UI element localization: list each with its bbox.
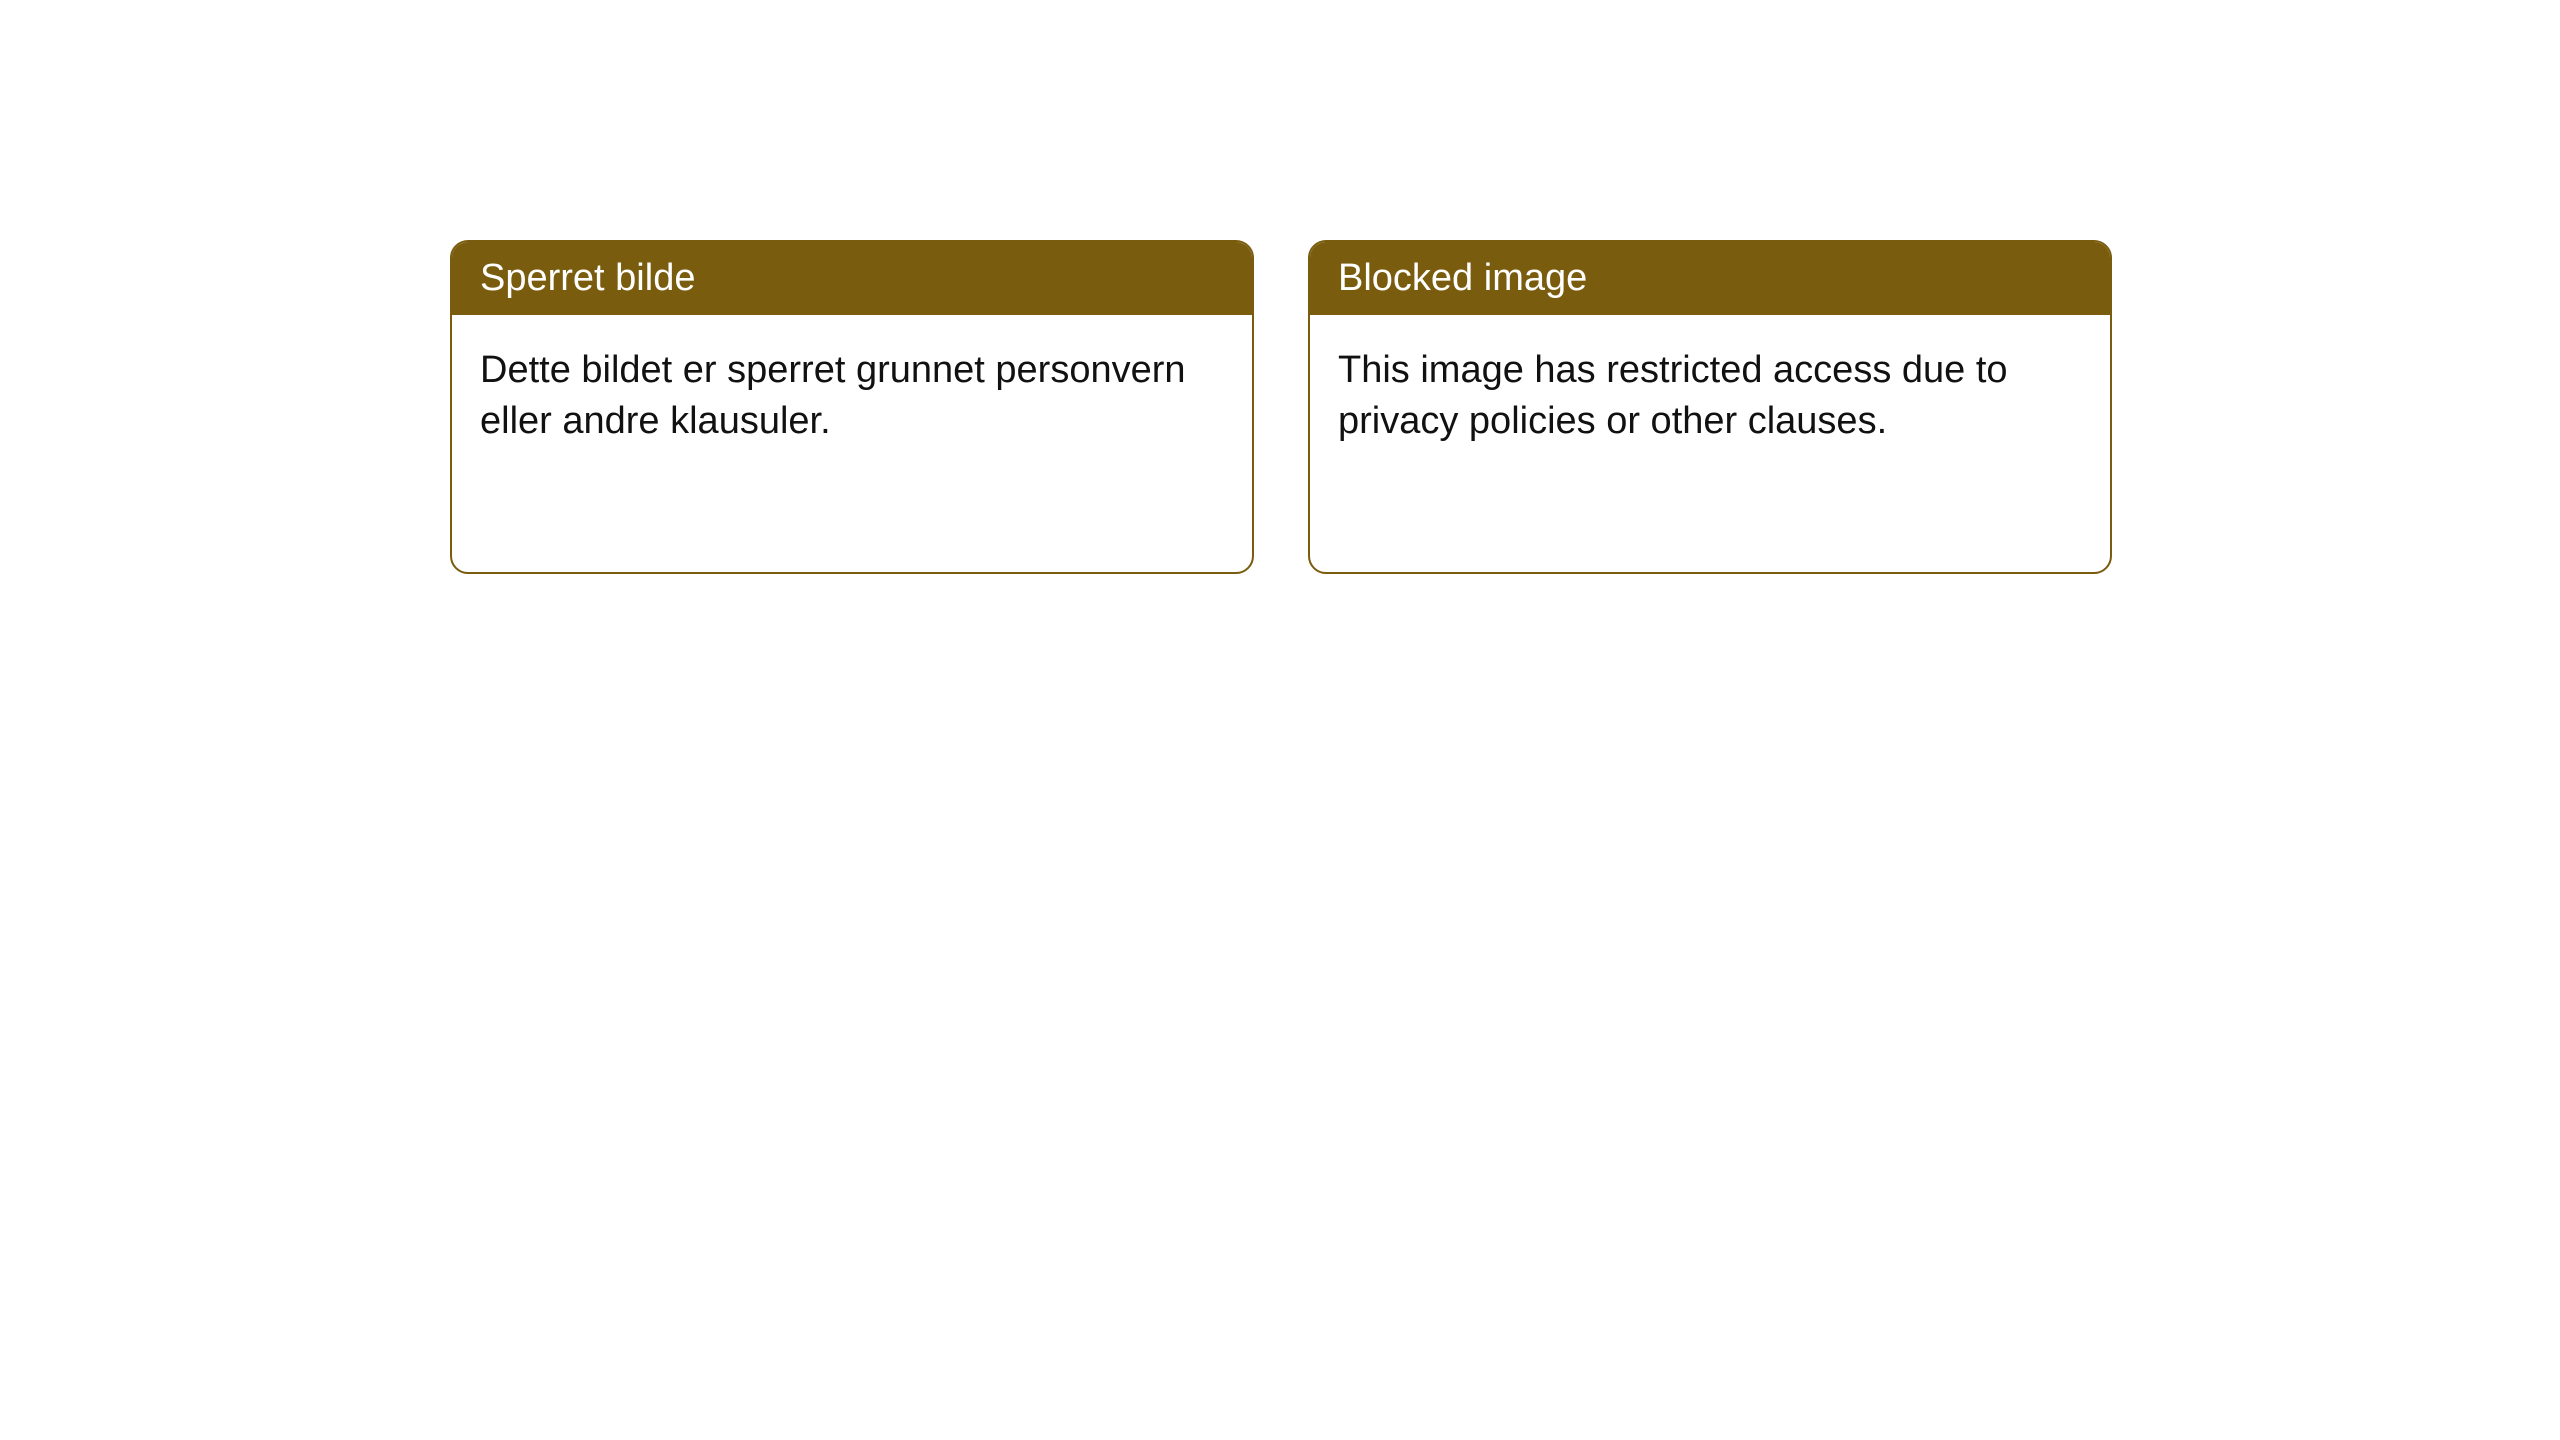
notice-card-english: Blocked image This image has restricted … (1308, 240, 2112, 574)
notice-card-norwegian: Sperret bilde Dette bildet er sperret gr… (450, 240, 1254, 574)
notice-header-english: Blocked image (1310, 242, 2110, 315)
notice-body-norwegian: Dette bildet er sperret grunnet personve… (452, 315, 1252, 478)
notice-header-norwegian: Sperret bilde (452, 242, 1252, 315)
notice-container: Sperret bilde Dette bildet er sperret gr… (0, 0, 2560, 574)
notice-body-english: This image has restricted access due to … (1310, 315, 2110, 478)
